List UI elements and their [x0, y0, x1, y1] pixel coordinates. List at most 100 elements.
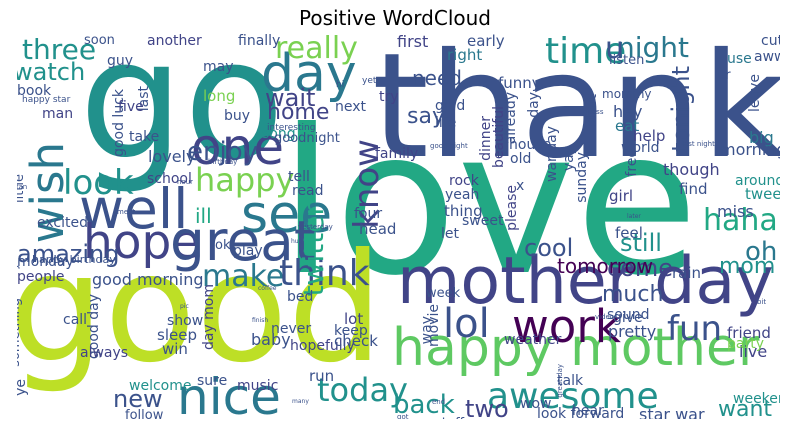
word-two: two — [465, 395, 509, 419]
word-miss: miss — [717, 202, 754, 221]
word-sound: sound — [607, 307, 650, 323]
word-girl: girl — [609, 187, 634, 205]
word-buy: buy — [224, 108, 251, 124]
word-next: next — [335, 99, 367, 115]
word-birthday: birthday — [208, 158, 238, 166]
word-nice: nice — [177, 368, 281, 419]
word-day: day — [526, 92, 542, 118]
word-good-night: good night — [430, 142, 468, 150]
word-meet: meet — [117, 208, 136, 216]
word-still: still — [620, 229, 662, 257]
word-oh: oh — [745, 237, 778, 267]
word-night: night — [617, 34, 690, 64]
word-thing: thing — [444, 202, 483, 220]
word-bed: bed — [287, 289, 314, 305]
word-mom: mom — [719, 254, 776, 279]
word-man: man — [42, 106, 74, 122]
word-find: find — [679, 180, 708, 198]
word-lol: lol — [443, 301, 490, 347]
word-enjoy: enjoy — [187, 137, 258, 167]
word-morning: morning — [720, 140, 780, 159]
word-week: week — [426, 286, 461, 301]
word-home: home — [267, 100, 330, 125]
word-music: music — [237, 378, 279, 394]
word-aww: aww — [754, 49, 780, 65]
word-something: something — [17, 298, 23, 367]
word-family: family — [375, 146, 419, 162]
word-make: make — [202, 259, 285, 294]
word-happy-star: happy star — [22, 95, 71, 105]
word-need: need — [412, 66, 462, 90]
word-go: go — [79, 34, 285, 196]
word-great-day: great day — [556, 364, 564, 398]
word-year: year — [17, 243, 20, 270]
word-fun: fun — [667, 309, 723, 349]
word-let: let — [441, 226, 459, 242]
word-yay: yay — [561, 146, 577, 172]
word-funny: funny — [498, 74, 541, 92]
word-guy: guy — [107, 53, 134, 69]
word-song: song — [262, 126, 296, 142]
word-pretty: pretty — [608, 322, 657, 341]
word-x: x — [516, 178, 525, 194]
word-school: school — [147, 171, 192, 187]
word-talk: talk — [557, 373, 584, 389]
word-long: long — [203, 87, 236, 105]
word-happy-birthday: happy birthday — [32, 253, 116, 266]
wordcloud-canvas: love good thank go mother day happy mother nic… — [17, 34, 780, 419]
word-goodnight: goodnight — [274, 131, 340, 146]
word-weather: weather — [504, 332, 562, 348]
word-ill: ill — [195, 204, 212, 228]
word-sunday: sunday — [574, 152, 590, 203]
word-eat: eat — [615, 117, 640, 135]
word-awesome: awesome — [487, 376, 659, 417]
word-feel: feel — [615, 224, 643, 242]
word-though: though — [663, 160, 720, 179]
word-give: give — [613, 310, 643, 326]
word-hi: hi — [336, 80, 345, 90]
word-house: house — [509, 137, 552, 153]
word-leave: leave — [747, 74, 763, 112]
word-glad: glad — [435, 98, 466, 114]
word-four: four — [354, 206, 383, 222]
word-look: look — [63, 163, 134, 203]
word-world: world — [621, 140, 660, 156]
word-listen: listen — [609, 53, 645, 68]
word-end: end — [432, 398, 446, 406]
word-look-forward: look forward — [537, 406, 625, 419]
word-great: great — [170, 209, 316, 273]
word-wait: wait — [265, 84, 316, 112]
word-tweet: tweet — [745, 185, 780, 203]
word-everyone: everyone — [296, 417, 362, 419]
word-ye: ye — [17, 379, 29, 396]
word-try: try — [379, 89, 399, 105]
word-tomorrow: tomorrow — [557, 254, 654, 278]
word-think: think — [279, 253, 370, 294]
word-keep: keep — [334, 323, 368, 339]
word-sweet: sweet — [462, 213, 504, 229]
word-star-war: star war — [639, 405, 705, 420]
word-say: say — [407, 104, 445, 129]
word-monday: monday — [17, 254, 74, 270]
word-excited: excited — [37, 215, 88, 231]
word-cute: cute — [761, 34, 780, 49]
word-hug: hug — [291, 238, 303, 245]
word-read: read — [292, 183, 324, 199]
word-right: right — [447, 46, 483, 64]
word-never: never — [271, 321, 312, 337]
word-hopefully: hopefully — [290, 338, 355, 354]
word-finish: finish — [252, 317, 269, 324]
word-run: run — [309, 367, 335, 385]
word-hope: hope — [83, 215, 201, 270]
word-rain: rain — [672, 264, 702, 282]
wordcloud-title: Positive WordCloud — [299, 6, 491, 30]
word-haha: haha — [703, 203, 778, 238]
word-help: help — [633, 127, 666, 145]
word-many: many — [292, 398, 309, 405]
word-win: win — [162, 340, 188, 358]
word-good: good — [17, 222, 383, 396]
word-twitter: twitter — [297, 204, 330, 297]
word-wow: wow — [520, 396, 552, 412]
word-yesterday: yesterday — [298, 223, 333, 231]
word-rock: rock — [449, 173, 479, 189]
